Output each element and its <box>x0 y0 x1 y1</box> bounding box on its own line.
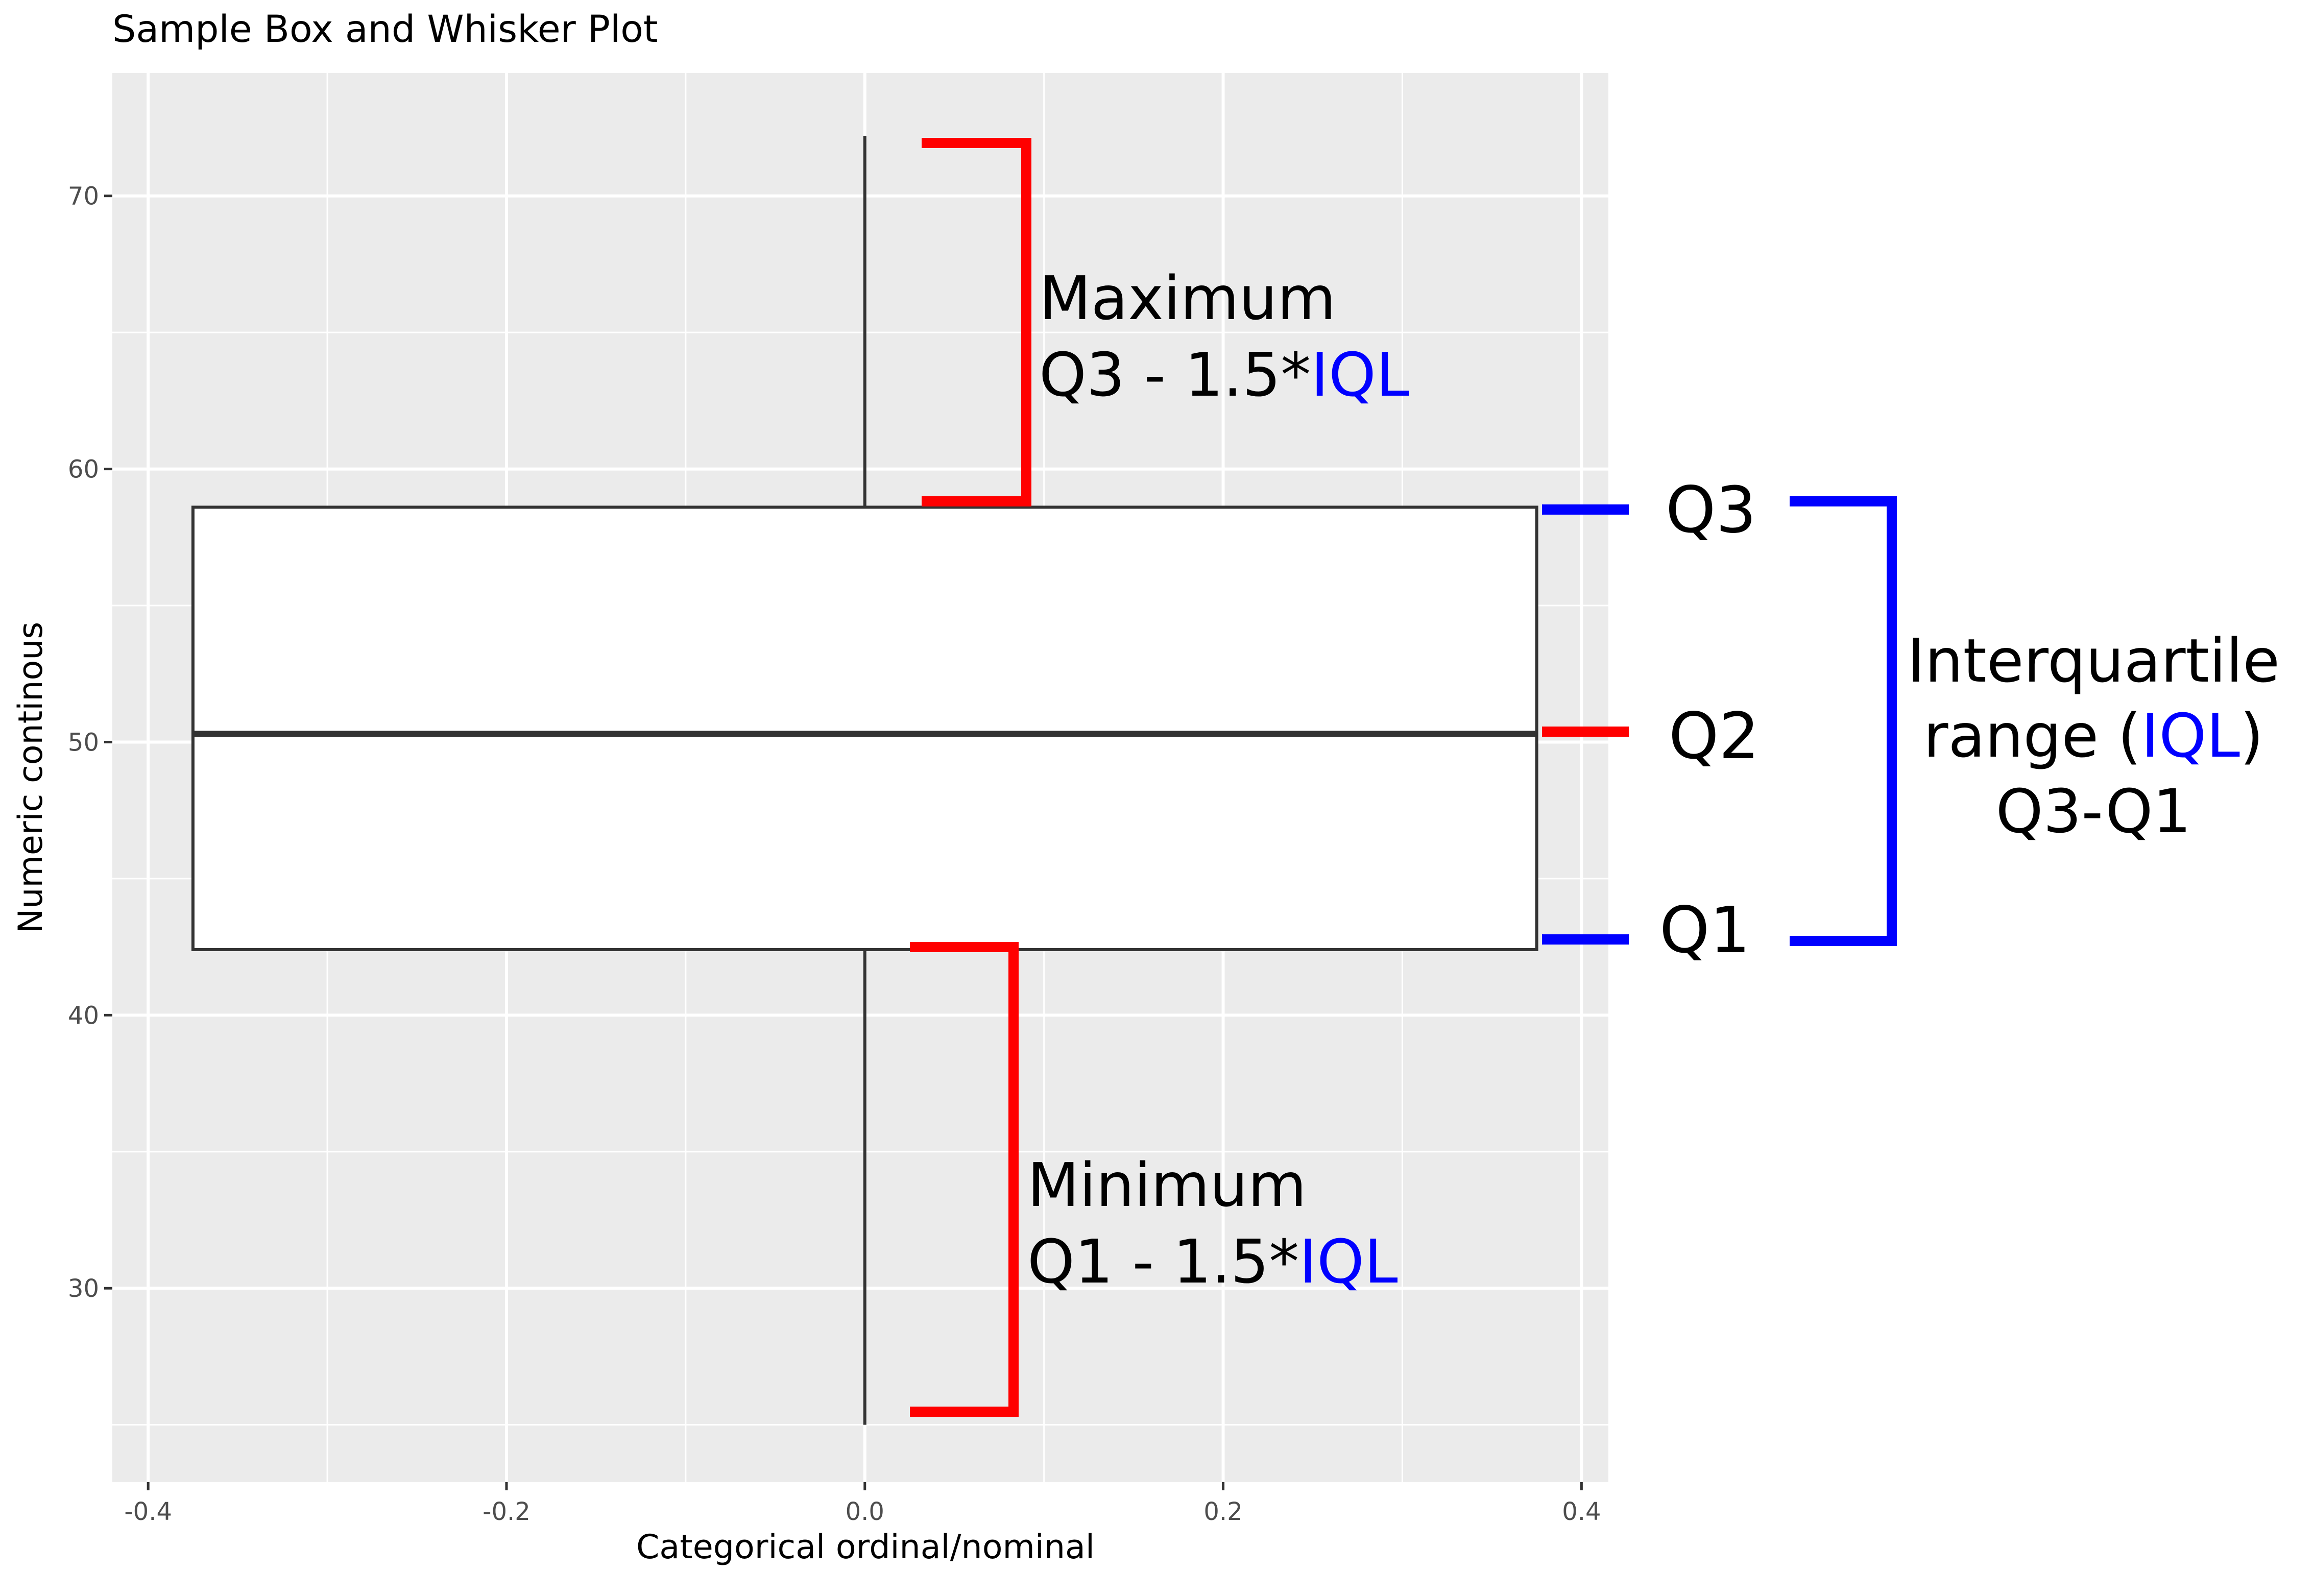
y-tick-label: 60 <box>68 455 99 484</box>
y-tick-label: 40 <box>68 1001 99 1030</box>
iqr-line2-prefix: range ( <box>1923 700 2141 771</box>
iqr-line2-suffix: ) <box>2240 700 2263 771</box>
maximum-formula-iql: IQL <box>1311 340 1410 410</box>
maximum-formula: Q3 - 1.5*IQL <box>1039 340 1410 410</box>
iqr-line2-iql: IQL <box>2141 700 2240 771</box>
q3-label: Q3 <box>1666 473 1756 547</box>
x-tick-label: 0.2 <box>1203 1497 1242 1526</box>
minimum-bracket <box>910 942 1019 1417</box>
y-tick-label: 50 <box>68 728 99 757</box>
iqr-line1: Interquartile <box>1907 625 2280 696</box>
chart-title: Sample Box and Whisker Plot <box>112 8 658 51</box>
minimum-formula-iql: IQL <box>1299 1226 1398 1297</box>
x-tick-label: 0.0 <box>846 1497 884 1526</box>
q2-label: Q2 <box>1669 699 1760 773</box>
maximum-label: Maximum <box>1039 263 1336 333</box>
x-tick-label: -0.2 <box>483 1497 531 1526</box>
y-tick-label: 30 <box>68 1274 99 1303</box>
x-axis-title: Categorical ordinal/nominal <box>636 1528 1095 1566</box>
boxplot <box>191 136 1538 1425</box>
iqr-line2: range (IQL) <box>1923 700 2263 771</box>
minimum-label: Minimum <box>1027 1150 1307 1220</box>
iqr-bracket <box>1790 496 1897 946</box>
iqr-line3: Q3-Q1 <box>1996 776 2191 847</box>
minimum-formula: Q1 - 1.5*IQL <box>1027 1226 1398 1297</box>
x-axis-ticks: -0.4 -0.2 0.0 0.2 0.4 <box>124 1482 1601 1526</box>
x-tick-label: 0.4 <box>1562 1497 1601 1526</box>
maximum-bracket <box>922 138 1031 506</box>
y-axis-title: Numeric continous <box>12 622 50 934</box>
x-tick-label: -0.4 <box>124 1497 172 1526</box>
maximum-formula-prefix: Q3 - 1.5* <box>1039 340 1311 410</box>
iqr-box <box>191 505 1538 951</box>
y-tick-label: 70 <box>68 182 99 211</box>
q1-label: Q1 <box>1659 893 1750 968</box>
y-axis-ticks: 30 40 50 60 70 <box>68 182 112 1303</box>
minimum-formula-prefix: Q1 - 1.5* <box>1027 1226 1299 1297</box>
